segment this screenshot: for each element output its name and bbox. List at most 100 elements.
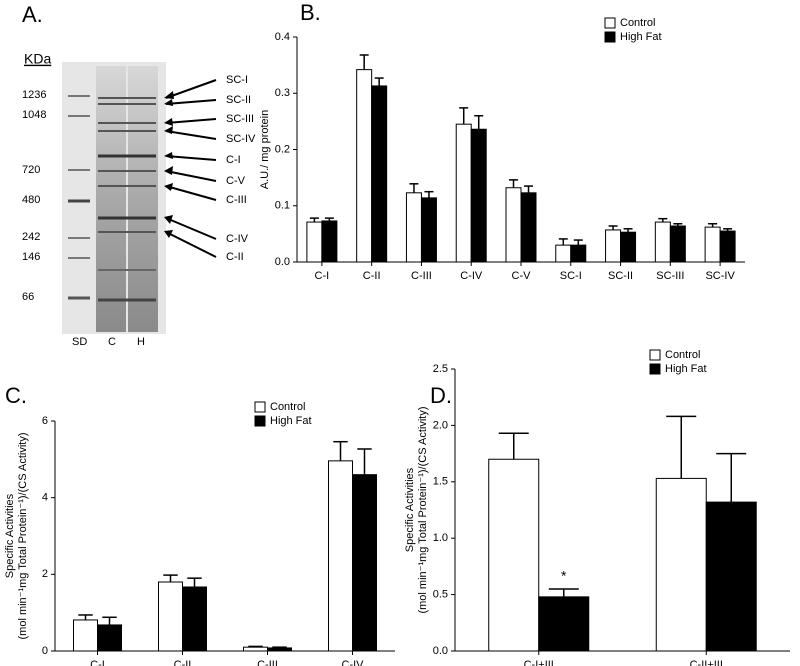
error-bar: [309, 217, 319, 223]
bar: [538, 596, 590, 652]
legend-swatch: [254, 401, 266, 413]
error-bar: [102, 616, 117, 625]
x-tick-label: C-V: [512, 270, 532, 282]
x-tick-label: C-I: [315, 270, 330, 282]
marker-label: 146: [22, 251, 40, 263]
error-bar: [374, 77, 384, 86]
y-axis-label: Specific Activities: [4, 493, 16, 578]
y-axis-label: Specific Activities: [404, 467, 416, 552]
y-tick-label: 1.5: [433, 476, 448, 488]
y-tick-label: 0.4: [275, 31, 290, 43]
legend-label: High Fat: [665, 363, 707, 375]
bar: [328, 460, 353, 652]
bar: [97, 624, 122, 652]
x-tick-label: C-I: [90, 659, 105, 666]
complex-label: SC-II: [226, 94, 251, 106]
error-bar: [723, 228, 733, 232]
marker-label: 1236: [22, 89, 46, 101]
error-bar: [558, 238, 568, 246]
error-bar: [708, 223, 718, 228]
gel-panel: A. KDa 1236 1048 720 480 242 146 66 SD C: [22, 2, 256, 348]
marker-label: 242: [22, 231, 40, 243]
y-tick-label: 0.3: [275, 87, 290, 99]
legend-label: High Fat: [270, 415, 312, 427]
y-tick-label: 0.0: [275, 256, 290, 268]
y-tick-label: 2.5: [433, 363, 448, 375]
error-bar: [324, 217, 334, 221]
error-bar: [498, 432, 529, 460]
bar-chart: C. 0 2 4 6 Specific Activities (mol min⁻¹mg To…: [4, 383, 395, 666]
unit-label: KDa: [24, 51, 51, 67]
x-tick-label: SC-III: [656, 270, 684, 282]
x-tick-label: SC-I: [560, 270, 582, 282]
complex-label: C-I: [226, 154, 241, 166]
error-bar: [424, 190, 434, 198]
legend-swatch: [254, 415, 266, 427]
bar: [352, 474, 377, 652]
marker-label: 720: [22, 164, 40, 176]
marker-labels: 1236 1048 720 480 242 146 66 SD C H: [22, 89, 145, 348]
x-tick-label: C-II: [363, 270, 381, 282]
legend-swatch: [604, 17, 616, 29]
y-tick-label: 4: [42, 492, 48, 504]
error-bar: [359, 54, 369, 70]
x-tick-label: SC-II: [608, 270, 633, 282]
bar: [570, 244, 587, 263]
bar-chart: D. 0.0 0.5 1.0 1.5 2.0 2.5 Specific Activities(…: [404, 349, 790, 666]
complex-label: C-II: [226, 251, 244, 263]
bar: [356, 69, 373, 263]
bar: [182, 586, 207, 652]
arrowheads: [164, 91, 174, 238]
bar: [520, 192, 537, 263]
x-tick-label: C-III: [411, 270, 432, 282]
marker-label: 1048: [22, 109, 46, 121]
bar: [306, 221, 323, 263]
error-bar: [474, 115, 484, 130]
bar: [669, 225, 686, 263]
error-bar: [333, 440, 348, 461]
bar: [704, 226, 721, 263]
x-tick-label: C-IV: [460, 270, 483, 282]
error-bar: [666, 415, 697, 479]
y-tick-label: 0.0: [433, 645, 448, 657]
bar: [705, 501, 757, 652]
error-bar: [716, 452, 747, 503]
error-bar: [357, 448, 372, 475]
y-tick-label: 0.1: [275, 200, 290, 212]
bar: [73, 619, 98, 652]
bar: [371, 85, 388, 263]
x-tick-label: C-II: [174, 659, 192, 666]
arrows: [165, 79, 217, 258]
complex-label: C-V: [226, 175, 246, 187]
ladder-bands: [68, 95, 90, 300]
x-tick-label: C-IV: [342, 659, 365, 666]
y-tick-label: 0.5: [433, 589, 448, 601]
panel-label: D.: [430, 383, 452, 408]
legend-label: Control: [270, 401, 305, 413]
gel-lane: [128, 66, 158, 332]
bar: [719, 230, 736, 263]
bar: [405, 192, 422, 263]
error-bar: [78, 614, 93, 620]
error-bar: [459, 107, 469, 125]
complex-label: C-IV: [226, 233, 249, 245]
legend-label: Control: [665, 349, 700, 361]
bar: [420, 197, 437, 263]
error-bar: [608, 225, 618, 230]
complex-label: SC-III: [226, 113, 254, 125]
error-bar: [163, 574, 178, 582]
bar-chart: B. 0.0 0.1 0.2 0.3 0.4 A.U./ mg protein C-I C-II…: [259, 0, 745, 282]
x-tick-label: C-I+III: [524, 659, 554, 666]
x-tick-label: C-II+III: [690, 659, 723, 666]
marker-label: 66: [22, 291, 34, 303]
error-bar: [524, 185, 533, 193]
y-tick-label: 6: [42, 415, 48, 427]
y-tick-label: 0: [42, 645, 48, 657]
bar: [267, 647, 292, 652]
y-axis-label: (mol min⁻¹mg Total Protein⁻¹)/(CS Activi…: [417, 406, 429, 613]
y-tick-label: 2: [42, 568, 48, 580]
bar: [654, 221, 671, 263]
bar: [620, 231, 637, 263]
error-bar: [658, 217, 668, 223]
bar: [555, 244, 572, 263]
